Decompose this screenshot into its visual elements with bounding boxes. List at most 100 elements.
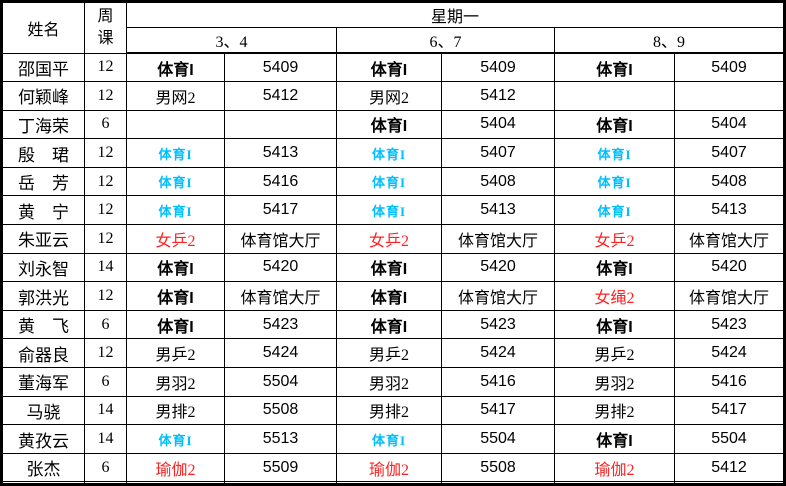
student-name-cell[interactable]: 董海军 bbox=[2, 367, 85, 397]
room-cell[interactable]: 5417 bbox=[441, 395, 555, 426]
room-cell[interactable]: 5408 bbox=[673, 166, 783, 197]
student-name-cell[interactable]: 何颖峰 bbox=[2, 81, 85, 111]
room-cell[interactable]: 5508 bbox=[224, 395, 337, 426]
header-period-6-7[interactable]: 6、7 bbox=[336, 27, 555, 54]
student-name-cell[interactable]: 岳 芳 bbox=[2, 166, 85, 197]
room-cell[interactable]: 5417 bbox=[224, 195, 337, 226]
course-cell[interactable]: 体育I bbox=[126, 424, 225, 454]
room-cell[interactable]: 体育馆大厅 bbox=[673, 224, 783, 254]
weekly-hours-cell[interactable]: 6 bbox=[84, 452, 127, 483]
weekly-hours-cell[interactable]: 12 bbox=[84, 224, 127, 254]
weekly-hours-cell[interactable]: 6 bbox=[84, 109, 127, 140]
course-cell[interactable]: 男羽2 bbox=[554, 367, 675, 397]
course-cell[interactable]: 瑜伽2 bbox=[336, 452, 442, 483]
course-cell[interactable]: 体育I bbox=[126, 309, 225, 340]
course-cell[interactable]: 女绳2 bbox=[554, 281, 675, 311]
room-cell[interactable]: 5404 bbox=[673, 109, 783, 140]
room-cell[interactable]: 5408 bbox=[441, 166, 555, 197]
course-cell[interactable]: 体育I bbox=[554, 138, 675, 168]
course-cell[interactable]: 体育I bbox=[126, 166, 225, 197]
student-name-cell[interactable]: 刘永智 bbox=[2, 252, 85, 283]
weekly-hours-cell[interactable]: 6 bbox=[84, 367, 127, 397]
room-cell[interactable]: 5413 bbox=[224, 138, 337, 168]
course-cell[interactable]: 女乒2 bbox=[126, 224, 225, 254]
student-name-cell[interactable]: 丁海荣 bbox=[2, 109, 85, 140]
room-cell[interactable]: 5416 bbox=[441, 367, 555, 397]
course-cell[interactable]: 男乒2 bbox=[554, 338, 675, 369]
student-name-cell[interactable]: 郭洪光 bbox=[2, 281, 85, 311]
room-cell[interactable]: 5420 bbox=[673, 252, 783, 283]
course-cell[interactable]: 体育I bbox=[126, 281, 225, 311]
course-cell[interactable]: 体育I bbox=[336, 252, 442, 283]
room-cell[interactable]: 5409 bbox=[224, 52, 337, 83]
course-cell[interactable]: 男排2 bbox=[126, 395, 225, 426]
room-cell[interactable]: 5504 bbox=[441, 424, 555, 454]
course-cell[interactable]: 体育I bbox=[554, 166, 675, 197]
room-cell[interactable]: 5412 bbox=[673, 452, 783, 483]
room-cell[interactable]: 5409 bbox=[441, 52, 555, 83]
room-cell[interactable]: 5508 bbox=[441, 452, 555, 483]
room-cell[interactable]: 5407 bbox=[441, 138, 555, 168]
header-monday[interactable]: 星期一 bbox=[125, 2, 783, 28]
room-cell[interactable]: 5424 bbox=[224, 338, 337, 369]
weekly-hours-cell[interactable]: 12 bbox=[84, 195, 127, 226]
room-cell[interactable]: 5420 bbox=[441, 252, 555, 283]
student-name-cell[interactable]: 邵国平 bbox=[2, 52, 85, 83]
room-cell[interactable]: 5423 bbox=[441, 309, 555, 340]
course-cell[interactable]: 体育I bbox=[336, 281, 442, 311]
course-cell[interactable]: 男乒2 bbox=[336, 338, 442, 369]
course-cell[interactable]: 体育I bbox=[336, 166, 442, 197]
weekly-hours-cell[interactable]: 14 bbox=[84, 395, 127, 426]
course-cell[interactable]: 男羽2 bbox=[336, 367, 442, 397]
course-cell[interactable]: 体育I bbox=[336, 138, 442, 168]
room-cell[interactable]: 体育馆大厅 bbox=[224, 224, 337, 254]
course-cell[interactable]: 体育I bbox=[336, 195, 442, 226]
course-cell[interactable]: 女乒2 bbox=[336, 224, 442, 254]
course-cell[interactable]: 男排2 bbox=[336, 395, 442, 426]
course-cell[interactable]: 男网2 bbox=[126, 81, 225, 111]
header-period-8-9[interactable]: 8、9 bbox=[553, 27, 783, 54]
header-period-3-4[interactable]: 3、4 bbox=[126, 27, 337, 54]
weekly-hours-cell[interactable]: 12 bbox=[84, 81, 127, 111]
weekly-hours-cell[interactable]: 14 bbox=[84, 252, 127, 283]
course-cell[interactable]: 男网2 bbox=[336, 81, 442, 111]
room-cell[interactable]: 5407 bbox=[673, 138, 783, 168]
room-cell[interactable]: 5404 bbox=[441, 109, 555, 140]
room-cell[interactable]: 5513 bbox=[224, 424, 337, 454]
course-cell[interactable] bbox=[126, 109, 225, 140]
course-cell[interactable]: 体育I bbox=[336, 309, 442, 340]
room-cell[interactable]: 5409 bbox=[673, 52, 783, 83]
room-cell[interactable]: 5420 bbox=[224, 252, 337, 283]
course-cell[interactable]: 体育I bbox=[554, 195, 675, 226]
course-cell[interactable]: 体育I bbox=[336, 52, 442, 83]
weekly-hours-cell[interactable]: 6 bbox=[84, 309, 127, 340]
course-cell[interactable]: 体育I bbox=[126, 52, 225, 83]
room-cell[interactable]: 5417 bbox=[673, 395, 783, 426]
room-cell[interactable]: 5412 bbox=[441, 81, 555, 111]
room-cell[interactable]: 5424 bbox=[441, 338, 555, 369]
course-cell[interactable]: 体育I bbox=[554, 52, 675, 83]
student-name-cell[interactable]: 黄 飞 bbox=[2, 309, 85, 340]
student-name-cell[interactable]: 张杰 bbox=[2, 452, 85, 483]
student-name-cell[interactable]: 朱亚云 bbox=[2, 224, 85, 254]
header-name[interactable]: 姓名 bbox=[2, 2, 85, 54]
weekly-hours-cell[interactable]: 14 bbox=[84, 424, 127, 454]
weekly-hours-cell[interactable]: 12 bbox=[84, 166, 127, 197]
room-cell[interactable]: 5424 bbox=[673, 338, 783, 369]
weekly-hours-cell[interactable]: 12 bbox=[84, 52, 127, 83]
room-cell[interactable]: 5504 bbox=[673, 424, 783, 454]
room-cell[interactable] bbox=[673, 81, 783, 111]
room-cell[interactable]: 体育馆大厅 bbox=[441, 281, 555, 311]
room-cell[interactable]: 体育馆大厅 bbox=[673, 281, 783, 311]
course-cell[interactable]: 体育I bbox=[126, 138, 225, 168]
course-cell[interactable]: 男乒2 bbox=[126, 338, 225, 369]
course-cell[interactable]: 体育I bbox=[554, 252, 675, 283]
weekly-hours-cell[interactable]: 12 bbox=[84, 138, 127, 168]
course-cell[interactable]: 体育I bbox=[336, 424, 442, 454]
student-name-cell[interactable]: 俞器良 bbox=[2, 338, 85, 369]
course-cell[interactable]: 女乒2 bbox=[554, 224, 675, 254]
course-cell[interactable]: 体育I bbox=[554, 424, 675, 454]
room-cell[interactable]: 5423 bbox=[224, 309, 337, 340]
student-name-cell[interactable]: 黄 宁 bbox=[2, 195, 85, 226]
student-name-cell[interactable]: 马骁 bbox=[2, 395, 85, 426]
